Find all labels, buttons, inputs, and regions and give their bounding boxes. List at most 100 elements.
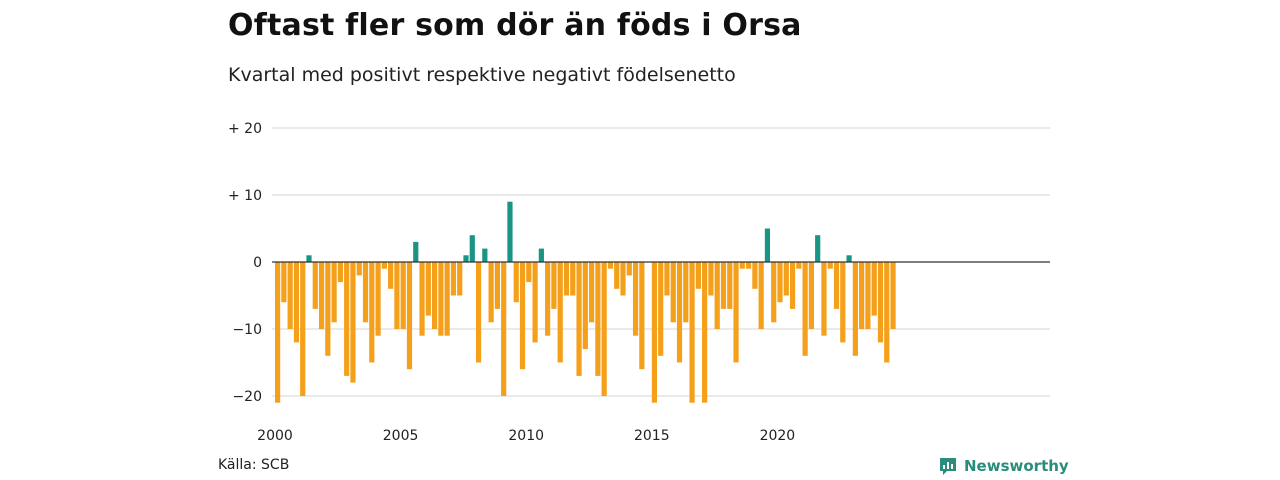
bar [708, 262, 714, 296]
bar [425, 262, 431, 316]
bar [457, 262, 463, 296]
bar [739, 262, 745, 269]
bar [859, 262, 865, 329]
bar [714, 262, 720, 329]
bar [683, 262, 689, 323]
bar [400, 262, 406, 329]
source-note: Källa: SCB [218, 457, 290, 473]
bar [381, 262, 387, 269]
bar [356, 262, 362, 276]
y-tick-label: + 20 [228, 121, 262, 137]
bar [331, 262, 337, 323]
bar [312, 262, 318, 309]
bar [551, 262, 557, 309]
bar [764, 228, 771, 262]
bar [275, 262, 281, 403]
bar [833, 262, 840, 309]
bar [589, 262, 595, 323]
bar [375, 262, 381, 336]
bar [884, 262, 890, 363]
bar [601, 262, 607, 396]
bar [670, 262, 676, 323]
bar [563, 262, 570, 296]
bar [532, 262, 538, 343]
bar [337, 262, 343, 283]
bar [576, 262, 582, 376]
bar [720, 262, 727, 309]
bar [413, 241, 419, 262]
bar [494, 262, 500, 309]
bar [432, 262, 438, 329]
y-tick-label: −20 [232, 389, 262, 405]
bar [526, 262, 532, 283]
bar [306, 255, 312, 262]
bar [325, 262, 331, 356]
bar [545, 262, 551, 336]
bar [344, 262, 350, 376]
bar [362, 262, 369, 323]
bar [488, 262, 494, 323]
bar [614, 262, 620, 289]
newsworthy-icon [940, 458, 956, 475]
bar [846, 255, 852, 262]
x-tick-label: 2020 [760, 428, 796, 444]
bar [865, 262, 871, 329]
bar [388, 262, 394, 289]
bar [689, 262, 695, 403]
bar [419, 262, 425, 336]
x-tick-label: 2005 [383, 428, 419, 444]
bar [852, 262, 858, 356]
bar [369, 262, 375, 363]
bar [607, 262, 614, 269]
x-tick-label: 2000 [257, 428, 293, 444]
bar [513, 262, 519, 303]
bar [639, 262, 645, 370]
bar [582, 262, 588, 350]
bar [840, 262, 846, 343]
bar [777, 262, 783, 303]
x-axis-ticks: 2000 2005 2010 2015 2020 [257, 428, 795, 444]
bar [727, 262, 733, 309]
bars [275, 201, 896, 403]
bar [507, 201, 513, 262]
bar [658, 262, 664, 356]
bar [632, 262, 639, 336]
x-tick-label: 2010 [508, 428, 544, 444]
bar [463, 255, 469, 262]
bar [789, 262, 796, 309]
bar [394, 262, 400, 329]
bar [758, 262, 764, 329]
bar [783, 262, 789, 296]
bar [802, 262, 808, 356]
bar [746, 262, 752, 269]
bar [469, 235, 475, 262]
bar [871, 262, 877, 316]
x-tick-label: 2015 [634, 428, 670, 444]
y-axis-ticks: + 20 + 10 0 −10 −20 [228, 121, 262, 405]
bar [501, 262, 507, 396]
bar [595, 262, 601, 376]
bar [519, 262, 526, 370]
bar [287, 262, 293, 329]
bar [300, 262, 306, 396]
bar [557, 262, 563, 363]
bar [406, 262, 413, 370]
bar [450, 262, 457, 296]
bar [626, 262, 632, 276]
bar [815, 235, 821, 262]
bar [482, 248, 488, 262]
bar [664, 262, 670, 296]
bar [796, 262, 802, 269]
bar [620, 262, 626, 296]
bar [570, 262, 576, 296]
brand-name: Newsworthy [964, 457, 1069, 475]
bar [877, 262, 884, 343]
bar [827, 262, 833, 269]
bar [293, 262, 300, 343]
bar [651, 262, 657, 403]
bar [733, 262, 739, 363]
y-tick-label: + 10 [228, 188, 262, 204]
bar [808, 262, 814, 329]
chart-subtitle: Kvartal med positivt respektive negativt… [228, 64, 736, 86]
